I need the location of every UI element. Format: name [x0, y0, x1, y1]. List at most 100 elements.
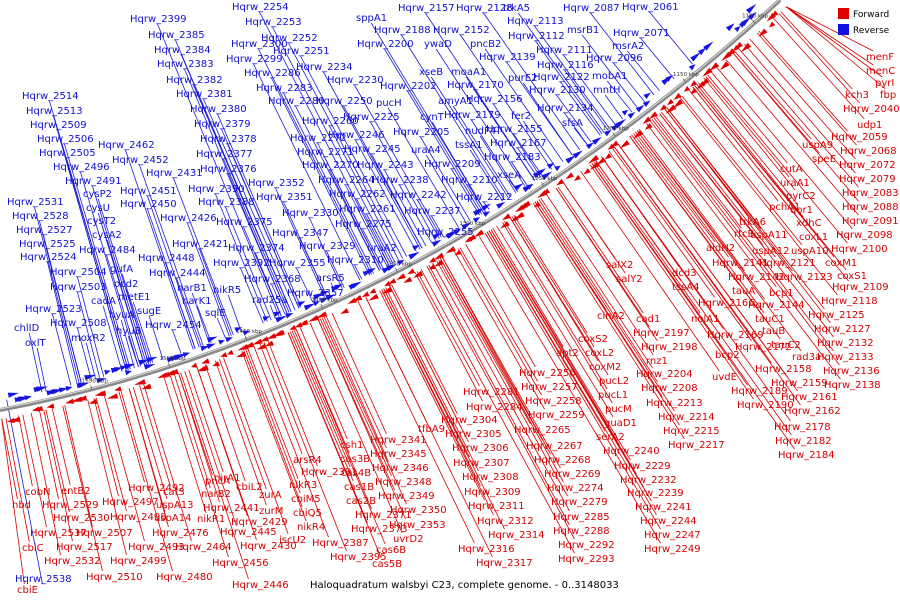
reverse-gene-label: xseB [419, 67, 443, 78]
forward-gene-label: Hqrw_2279 [551, 497, 608, 508]
forward-leader-line [536, 200, 675, 412]
reverse-gene-label: amyA1 [438, 96, 473, 107]
forward-leader-line [703, 77, 796, 191]
forward-leader-line [18, 415, 33, 487]
forward-leader-line [725, 59, 859, 216]
forward-gene-label: Hqrw_2267 [526, 441, 583, 452]
reverse-gene-arrow [688, 64, 696, 71]
forward-gene-arrow [619, 140, 630, 149]
scale-tick-label: 1400 kbp [312, 297, 338, 303]
forward-gene-label: Hqrw_2350 [390, 505, 447, 516]
forward-gene-arrow [167, 368, 179, 375]
reverse-leader-line [66, 157, 129, 371]
forward-gene-label: cat3 [163, 487, 185, 498]
forward-gene-label: uspA9 [802, 140, 833, 151]
reverse-gene-arrow [482, 211, 491, 218]
reverse-leader-line [187, 222, 230, 337]
reverse-leader-line [28, 332, 43, 393]
reverse-gene-label: ocd2 [114, 279, 138, 290]
reverse-leader-line [203, 98, 296, 311]
forward-gene-label: Hqrw_2214 [658, 412, 715, 423]
reverse-gene-label: Hqrw_2538 [15, 574, 72, 585]
forward-gene-label: Hqrw_2240 [603, 446, 660, 457]
forward-gene-arrow [114, 386, 122, 392]
forward-gene-label: pncA [205, 476, 230, 487]
reverse-gene-label: Hqrw_2245 [344, 144, 401, 155]
forward-gene-arrow [190, 362, 198, 368]
forward-gene-label: Hqrw_2079 [839, 174, 896, 185]
forward-gene-label: Hqrw_2121 [759, 258, 816, 269]
forward-gene-arrow [589, 161, 600, 170]
reverse-leader-line [511, 161, 528, 186]
reverse-gene-label: Hqrw_2300 [231, 39, 288, 50]
reverse-gene-arrow [36, 386, 49, 392]
forward-leader-line [1, 418, 25, 585]
reverse-leader-line [173, 177, 234, 336]
reverse-gene-label: Hqrw_2225 [343, 112, 400, 123]
forward-gene-label: Hqrw_2305 [445, 429, 502, 440]
reverse-leader-line [47, 261, 78, 384]
forward-leader-line [295, 328, 372, 510]
forward-leader-line [22, 414, 47, 528]
reverse-gene-label: Hqrw_2378 [200, 134, 257, 145]
reverse-gene-label: msrA2 [612, 41, 644, 52]
forward-gene-label: Hqrw_2213 [646, 398, 703, 409]
scale-tick-label: 1550 kbp [82, 379, 108, 385]
forward-gene-arrow [445, 246, 456, 254]
scale-tick [90, 385, 92, 390]
reverse-gene-arrow [114, 367, 123, 373]
reverse-leader-line [407, 90, 482, 215]
reverse-gene-arrow [461, 222, 472, 230]
forward-gene-arrow [307, 315, 320, 322]
reverse-leader-line [165, 262, 196, 349]
reverse-gene-arrow [312, 301, 320, 307]
reverse-gene-arrow [78, 382, 89, 388]
forward-gene-arrow [260, 336, 269, 342]
forward-leader-line [664, 108, 831, 324]
forward-gene-arrow [369, 288, 377, 294]
reverse-gene-label: cysT2 [87, 216, 116, 227]
reverse-gene-label: Hqrw_2179 [444, 110, 501, 121]
reverse-gene-label: Hqrw_2375 [216, 217, 273, 228]
forward-gene-label: Hqrw_2480 [156, 572, 213, 583]
forward-gene-arrow [351, 295, 363, 302]
reverse-gene-arrow [273, 311, 282, 317]
reverse-leader-line [606, 80, 633, 113]
reverse-gene-arrow [386, 263, 397, 272]
scale-tick [168, 362, 170, 367]
forward-gene-arrow [403, 276, 413, 284]
reverse-gene-label: Hqrw_2096 [586, 53, 643, 64]
forward-leader-line [204, 364, 246, 482]
forward-gene-label: tauA [732, 286, 755, 297]
reverse-gene-label: Hqrw_2286 [244, 68, 301, 79]
forward-gene-arrow [220, 352, 228, 357]
forward-gene-label: uvrD2 [393, 534, 423, 545]
reverse-gene-label: Hqrw_2421 [172, 239, 229, 250]
reverse-leader-line [64, 143, 131, 370]
forward-leader-line [618, 144, 798, 392]
reverse-gene-label: Hqrw_2352 [248, 178, 305, 189]
reverse-gene-label: metE1 [118, 292, 151, 303]
forward-gene-arrow [501, 213, 512, 221]
forward-gene-arrow [271, 330, 284, 338]
reverse-gene-label: Hqrw_2130 [529, 85, 586, 96]
forward-gene-arrow [534, 201, 541, 208]
forward-leader-line [707, 74, 848, 244]
reverse-gene-arrow [96, 378, 107, 384]
forward-leader-line [428, 264, 570, 526]
forward-leader-line [653, 117, 834, 352]
reverse-leader-line [556, 94, 592, 143]
forward-gene-arrow [65, 398, 75, 404]
scale-ticks: 1100 kbp 1150 kbp 1200 kbp 1250 kbp 1300 kbp… [82, 14, 769, 390]
forward-gene-label: Hqrw_2371 [355, 510, 412, 521]
forward-gene-label: rad3a [792, 352, 821, 363]
forward-leader-line [170, 375, 229, 558]
forward-gene-label: nikR4 [297, 522, 325, 533]
scale-tick [751, 19, 755, 23]
forward-leader-line [331, 313, 387, 435]
forward-gene-label: uvdE [712, 372, 737, 383]
forward-gene-label: cas3B [340, 454, 370, 465]
forward-leader-line [357, 301, 475, 544]
reverse-leader-line [199, 248, 232, 336]
reverse-leader-line [323, 71, 421, 250]
